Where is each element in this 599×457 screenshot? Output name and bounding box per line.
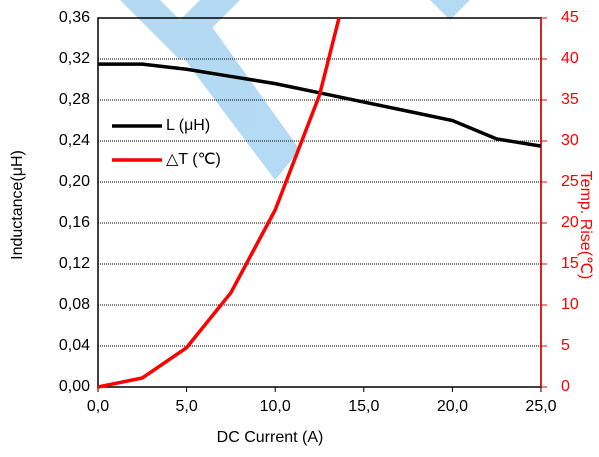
- y-tick-label: 0,20: [59, 173, 90, 190]
- x-tick-label: 25,0: [525, 398, 556, 415]
- y-axis-title: Inductance(μH): [9, 150, 26, 260]
- y-tick-label: 0,12: [59, 255, 90, 272]
- y2-tick-label: 10: [561, 296, 579, 313]
- y2-tick-label: 15: [561, 255, 579, 272]
- y2-tick-label: 30: [561, 132, 579, 149]
- y-tick-label: 0,32: [59, 50, 90, 67]
- y2-axis-title: Temp. Rise(℃): [577, 171, 594, 280]
- y2-tick-label: 20: [561, 214, 579, 231]
- plot-frame: [97, 17, 542, 388]
- y2-tick-label: 5: [561, 337, 570, 354]
- y-tick-label: 0,08: [59, 296, 90, 313]
- y2-tick-label: 25: [561, 173, 579, 190]
- series-line: [97, 17, 341, 389]
- x-tick-label: 20,0: [437, 398, 468, 415]
- x-tick-label: 0,0: [87, 398, 109, 415]
- series-line: [98, 62, 542, 148]
- y2-tick-label: 0: [561, 378, 570, 395]
- x-axis-title: DC Current (A): [217, 429, 324, 446]
- y2-tick-label: 35: [561, 91, 579, 108]
- x-tick-label: 10,0: [260, 398, 291, 415]
- y-tick-label: 0,04: [59, 337, 90, 354]
- legend-label: △T (℃): [166, 151, 221, 168]
- x-tick-label: 5,0: [175, 398, 197, 415]
- y-tick-label: 0,24: [59, 132, 90, 149]
- x-tick-label: 15,0: [348, 398, 379, 415]
- legend-label: L (μH): [166, 117, 210, 134]
- y-tick-label: 0,36: [59, 9, 90, 26]
- y-tick-label: 0,28: [59, 91, 90, 108]
- y2-tick-label: 40: [561, 50, 579, 67]
- watermark: [120, 0, 470, 180]
- y2-tick-label: 45: [561, 9, 579, 26]
- y-tick-label: 0,16: [59, 214, 90, 231]
- y-tick-label: 0,00: [59, 378, 90, 395]
